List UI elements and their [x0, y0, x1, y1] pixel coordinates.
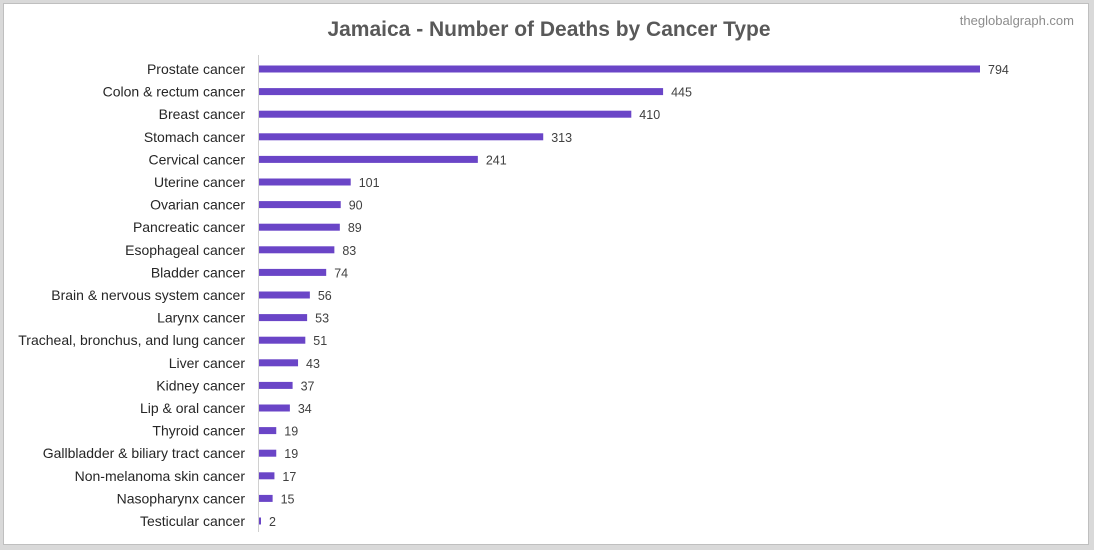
- category-label: Gallbladder & biliary tract cancer: [43, 445, 246, 461]
- value-label: 51: [313, 334, 327, 348]
- value-label: 2: [269, 515, 276, 529]
- bar: [259, 359, 299, 367]
- bar: [259, 110, 632, 118]
- value-labels: 7944454103132411019089837456535143373419…: [269, 63, 1009, 529]
- bar: [259, 381, 293, 389]
- value-label: 445: [671, 86, 692, 100]
- category-label: Lip & oral cancer: [140, 400, 245, 416]
- category-label: Esophageal cancer: [125, 242, 245, 258]
- value-label: 19: [284, 425, 298, 439]
- category-label: Colon & rectum cancer: [103, 84, 246, 100]
- value-label: 74: [334, 266, 348, 280]
- category-label: Kidney cancer: [156, 377, 245, 393]
- category-label: Larynx cancer: [157, 310, 245, 326]
- value-label: 794: [988, 63, 1009, 77]
- category-label: Bladder cancer: [151, 264, 246, 280]
- category-label: Stomach cancer: [144, 129, 245, 145]
- value-label: 90: [349, 199, 363, 213]
- value-label: 410: [639, 108, 660, 122]
- value-label: 37: [301, 379, 315, 393]
- bar: [259, 88, 664, 96]
- bar: [259, 65, 980, 73]
- category-label: Brain & nervous system cancer: [51, 287, 245, 303]
- bar: [259, 449, 277, 457]
- value-label: 101: [359, 176, 380, 190]
- category-label: Nasopharynx cancer: [117, 490, 246, 506]
- bar: [259, 223, 340, 231]
- bar: [259, 336, 306, 344]
- bar: [259, 155, 478, 163]
- value-label: 34: [298, 402, 312, 416]
- bar: [259, 427, 277, 435]
- bar: [259, 178, 351, 186]
- category-label: Ovarian cancer: [150, 197, 245, 213]
- category-label: Testicular cancer: [140, 513, 245, 529]
- category-label: Liver cancer: [169, 355, 246, 371]
- category-label: Non-melanoma skin cancer: [75, 468, 246, 484]
- category-label: Thyroid cancer: [152, 423, 245, 439]
- bar: [259, 494, 273, 502]
- category-label: Prostate cancer: [147, 61, 245, 77]
- value-label: 56: [318, 289, 332, 303]
- bar: [259, 472, 275, 480]
- value-label: 19: [284, 447, 298, 461]
- value-label: 241: [486, 153, 507, 167]
- bars: [259, 65, 980, 525]
- category-label: Cervical cancer: [149, 151, 246, 167]
- chart-title: Jamaica - Number of Deaths by Cancer Typ…: [327, 18, 771, 41]
- value-label: 53: [315, 312, 329, 326]
- category-labels: Prostate cancer Colon & rectum cancer Brea…: [18, 61, 245, 529]
- value-label: 89: [348, 221, 362, 235]
- value-label: 17: [282, 470, 296, 484]
- category-label: Pancreatic cancer: [133, 219, 245, 235]
- value-label: 83: [342, 244, 356, 258]
- value-label: 313: [551, 131, 572, 145]
- bar: [259, 314, 308, 322]
- category-label: Tracheal, bronchus, and lung cancer: [18, 332, 245, 348]
- bar: [259, 517, 261, 525]
- bar: [259, 133, 544, 141]
- bar: [259, 291, 310, 299]
- value-label: 15: [281, 492, 295, 506]
- value-label: 43: [306, 357, 320, 371]
- bar: [259, 246, 335, 254]
- bar: [259, 201, 341, 209]
- watermark: theglobalgraph.com: [959, 13, 1074, 28]
- category-label: Uterine cancer: [154, 174, 245, 190]
- bar: [259, 268, 327, 276]
- category-label: Breast cancer: [159, 106, 246, 122]
- bar: [259, 404, 290, 412]
